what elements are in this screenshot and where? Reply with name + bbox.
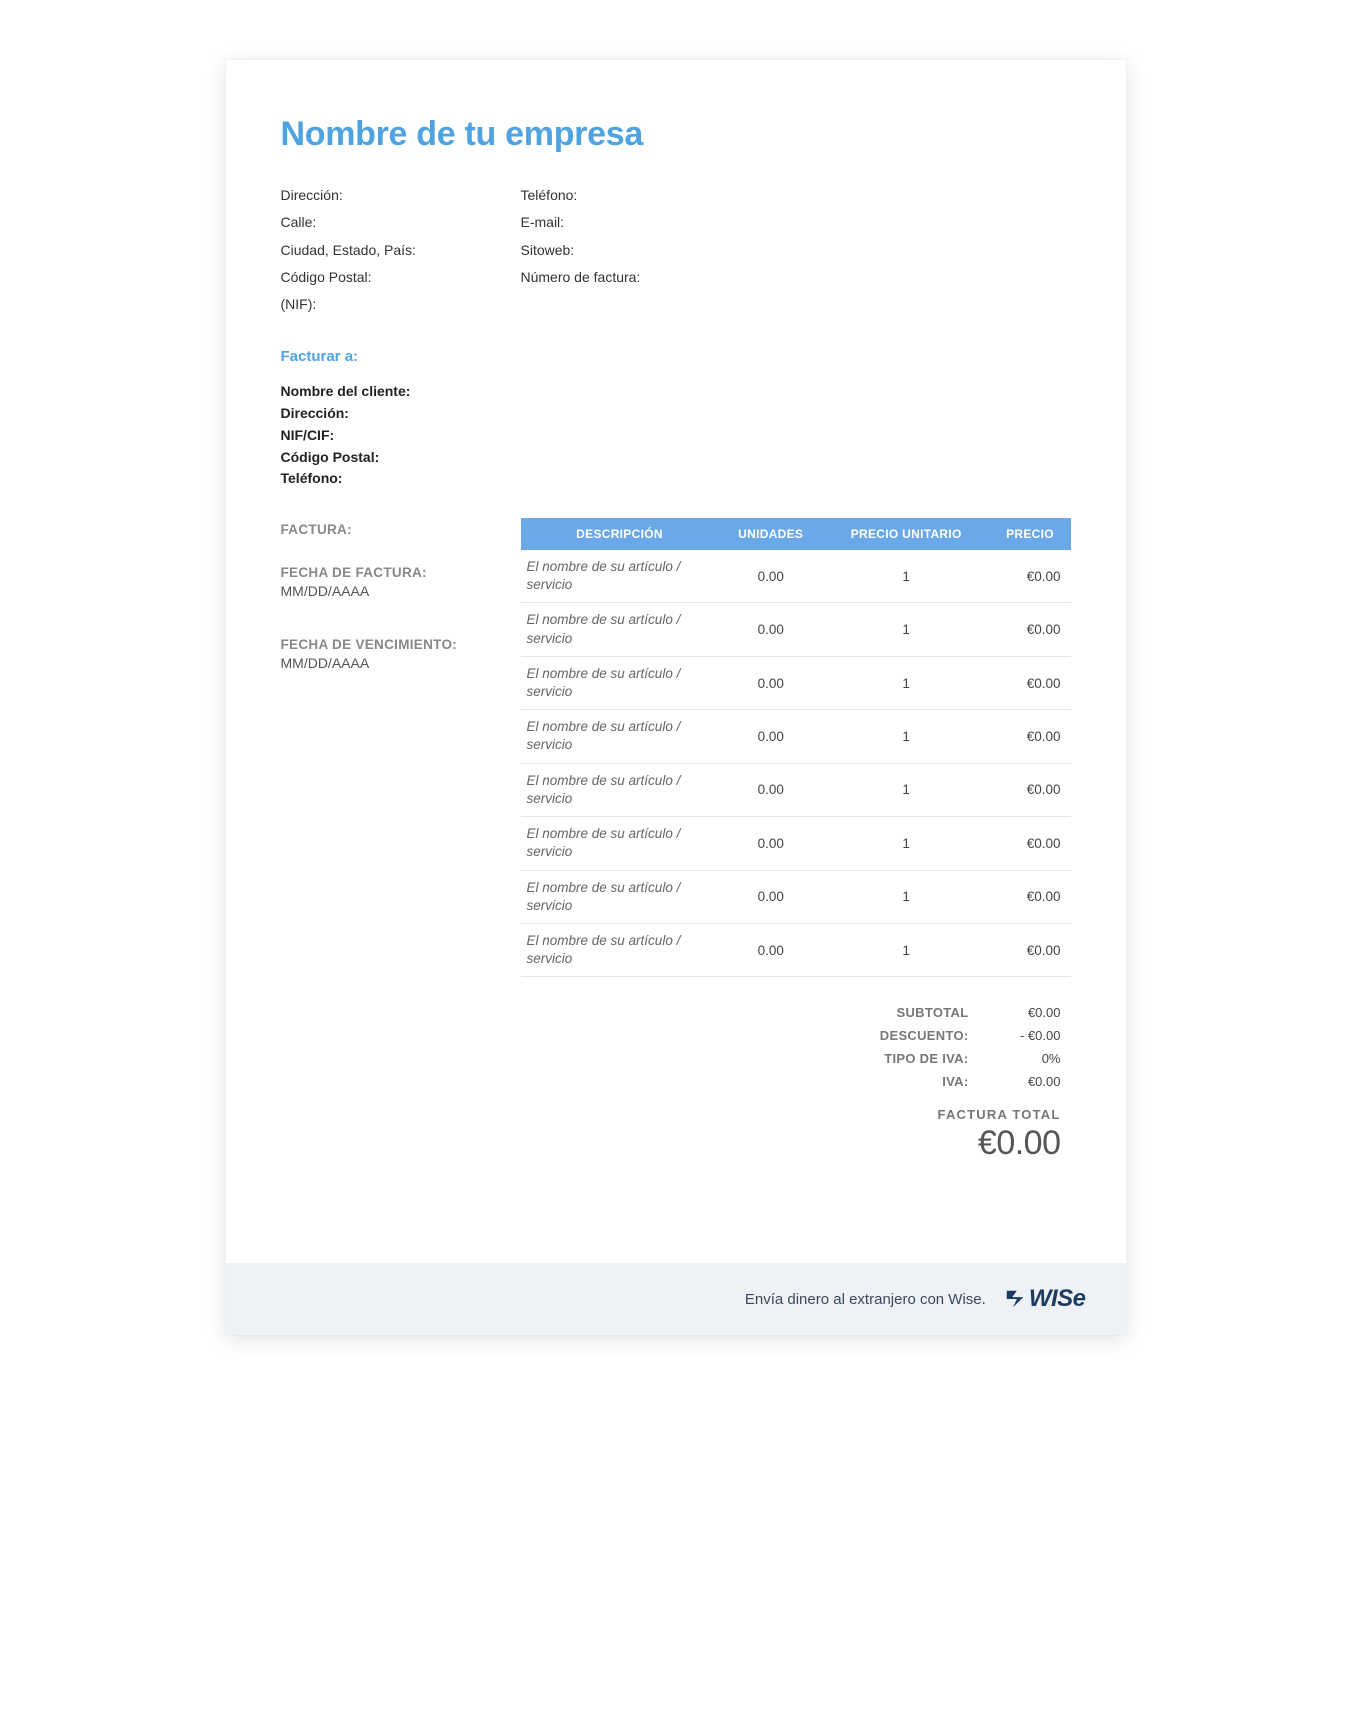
cell-description: El nombre de su artículo / servicio <box>521 763 719 816</box>
company-site: Sitoweb: <box>521 237 731 264</box>
cell-price: €0.00 <box>989 710 1070 763</box>
grand-total-label: FACTURA TOTAL <box>811 1107 1071 1122</box>
footer-text: Envía dinero al extranjero con Wise. <box>745 1291 986 1308</box>
cell-units: 0.00 <box>719 870 823 923</box>
table-row: El nombre de su artículo / servicio0.001… <box>521 603 1071 656</box>
vat-rate-value: 0% <box>991 1051 1061 1066</box>
cell-unit-price: 1 <box>823 923 990 976</box>
company-col-right: Teléfono: E-mail: Sitoweb: Número de fac… <box>521 182 731 318</box>
cell-price: €0.00 <box>989 656 1070 709</box>
cell-units: 0.00 <box>719 923 823 976</box>
subtotal-value: €0.00 <box>991 1005 1061 1020</box>
bill-to-postal: Código Postal: <box>281 447 1071 469</box>
company-email: E-mail: <box>521 209 731 236</box>
meta-due-value: MM/DD/AAAA <box>281 655 491 671</box>
company-postal: Código Postal: <box>281 264 491 291</box>
cell-description: El nombre de su artículo / servicio <box>521 870 719 923</box>
company-address: Dirección: <box>281 182 491 209</box>
cell-unit-price: 1 <box>823 656 990 709</box>
cell-description: El nombre de su artículo / servicio <box>521 923 719 976</box>
company-header: Dirección: Calle: Ciudad, Estado, País: … <box>281 182 1071 318</box>
cell-units: 0.00 <box>719 763 823 816</box>
cell-unit-price: 1 <box>823 870 990 923</box>
line-items: DESCRIPCIÓN UNIDADES PRECIO UNITARIO PRE… <box>521 518 1071 1164</box>
bill-to-title: Facturar a: <box>281 348 1071 365</box>
table-row: El nombre de su artículo / servicio0.001… <box>521 763 1071 816</box>
wise-wordmark: WISe <box>1029 1285 1086 1313</box>
invoice-content: Nombre de tu empresa Dirección: Calle: C… <box>226 60 1126 1203</box>
company-phone: Teléfono: <box>521 182 731 209</box>
table-row: El nombre de su artículo / servicio0.001… <box>521 710 1071 763</box>
cell-description: El nombre de su artículo / servicio <box>521 656 719 709</box>
company-street: Calle: <box>281 209 491 236</box>
company-invoice-no: Número de factura: <box>521 264 731 291</box>
meta-due-label: FECHA DE VENCIMIENTO: <box>281 637 491 652</box>
company-city: Ciudad, Estado, País: <box>281 237 491 264</box>
meta-invoice-label: FACTURA: <box>281 522 491 537</box>
table-row: El nombre de su artículo / servicio0.001… <box>521 656 1071 709</box>
cell-units: 0.00 <box>719 710 823 763</box>
th-description: DESCRIPCIÓN <box>521 518 719 550</box>
cell-price: €0.00 <box>989 817 1070 870</box>
cell-price: €0.00 <box>989 870 1070 923</box>
subtotal-label: SUBTOTAL <box>811 1005 991 1020</box>
cell-price: €0.00 <box>989 923 1070 976</box>
table-row: El nombre de su artículo / servicio0.001… <box>521 817 1071 870</box>
vat-value: €0.00 <box>991 1074 1061 1089</box>
th-unit-price: PRECIO UNITARIO <box>823 518 990 550</box>
cell-description: El nombre de su artículo / servicio <box>521 710 719 763</box>
cell-price: €0.00 <box>989 603 1070 656</box>
grand-total-value: €0.00 <box>811 1124 1071 1163</box>
bill-to-nif: NIF/CIF: <box>281 425 1071 447</box>
vat-rate-label: TIPO DE IVA: <box>811 1051 991 1066</box>
cell-description: El nombre de su artículo / servicio <box>521 817 719 870</box>
wise-logo: WISe <box>1004 1285 1086 1313</box>
invoice-meta: FACTURA: FECHA DE FACTURA: MM/DD/AAAA FE… <box>281 518 491 1164</box>
cell-units: 0.00 <box>719 817 823 870</box>
th-price: PRECIO <box>989 518 1070 550</box>
table-row: El nombre de su artículo / servicio0.001… <box>521 870 1071 923</box>
table-row: El nombre de su artículo / servicio0.001… <box>521 923 1071 976</box>
th-units: UNIDADES <box>719 518 823 550</box>
items-table: DESCRIPCIÓN UNIDADES PRECIO UNITARIO PRE… <box>521 518 1071 978</box>
cell-description: El nombre de su artículo / servicio <box>521 550 719 603</box>
bill-to-phone: Teléfono: <box>281 468 1071 490</box>
company-col-left: Dirección: Calle: Ciudad, Estado, País: … <box>281 182 491 318</box>
cell-unit-price: 1 <box>823 817 990 870</box>
bill-to-block: Nombre del cliente: Dirección: NIF/CIF: … <box>281 381 1071 489</box>
cell-unit-price: 1 <box>823 710 990 763</box>
footer: Envía dinero al extranjero con Wise. WIS… <box>226 1263 1126 1335</box>
cell-units: 0.00 <box>719 550 823 603</box>
bill-to-address: Dirección: <box>281 403 1071 425</box>
cell-unit-price: 1 <box>823 763 990 816</box>
bill-to-client: Nombre del cliente: <box>281 381 1071 403</box>
meta-date-value: MM/DD/AAAA <box>281 583 491 599</box>
cell-price: €0.00 <box>989 550 1070 603</box>
discount-value: - €0.00 <box>991 1028 1061 1043</box>
table-row: El nombre de su artículo / servicio0.001… <box>521 550 1071 603</box>
invoice-body: FACTURA: FECHA DE FACTURA: MM/DD/AAAA FE… <box>281 518 1071 1164</box>
cell-unit-price: 1 <box>823 603 990 656</box>
cell-price: €0.00 <box>989 763 1070 816</box>
cell-units: 0.00 <box>719 603 823 656</box>
vat-label: IVA: <box>811 1074 991 1089</box>
cell-unit-price: 1 <box>823 550 990 603</box>
cell-units: 0.00 <box>719 656 823 709</box>
meta-date-label: FECHA DE FACTURA: <box>281 565 491 580</box>
invoice-page: Nombre de tu empresa Dirección: Calle: C… <box>226 60 1126 1335</box>
company-title: Nombre de tu empresa <box>281 115 1071 154</box>
wise-flag-icon <box>1004 1288 1026 1310</box>
totals-block: SUBTOTAL€0.00 DESCUENTO:- €0.00 TIPO DE … <box>521 1001 1071 1163</box>
discount-label: DESCUENTO: <box>811 1028 991 1043</box>
cell-description: El nombre de su artículo / servicio <box>521 603 719 656</box>
company-nif: (NIF): <box>281 291 491 318</box>
